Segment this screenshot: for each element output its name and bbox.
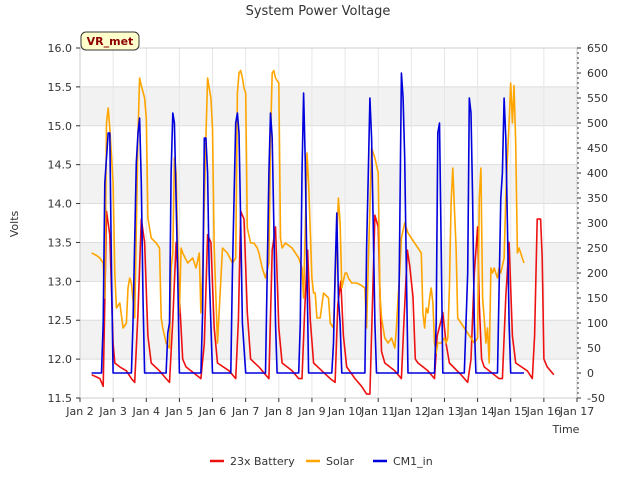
band-1 — [80, 242, 577, 282]
y-tick-label: 12.5 — [48, 314, 73, 327]
y2-tick-label: 200 — [587, 267, 608, 280]
x-tick-label: Jan 5 — [165, 405, 193, 418]
y-tick-label: 12.0 — [48, 353, 73, 366]
legend-label: CM1_in — [393, 455, 433, 468]
x-tick-label: Jan 15 — [493, 405, 528, 418]
x-tick-label: Jan 6 — [198, 405, 226, 418]
x-tick-label: Jan 4 — [132, 405, 160, 418]
y2-tick-label: 450 — [587, 142, 608, 155]
y2-tick-label: 300 — [587, 217, 608, 230]
y-tick-label: 13.5 — [48, 236, 73, 249]
chart-title: System Power Voltage — [246, 4, 391, 19]
y2-tick-label: 150 — [587, 292, 608, 305]
band-0 — [80, 320, 577, 360]
x-axis: Jan 2 Jan 3 Jan 4 Jan 5 Jan 6 Jan 7 Jan 8 Jan 9… — [65, 398, 594, 418]
y-axis-right: -50 0 50 100 150 200 250 300 350 400 450 500 550 600 6… — [577, 42, 608, 405]
series-line-23x-battery — [91, 210, 555, 395]
x-tick-label: Jan 16 — [526, 405, 561, 418]
background-bands — [80, 86, 577, 360]
y-tick-label: 11.5 — [48, 392, 73, 405]
band-3 — [80, 86, 577, 126]
site-badge-label: VR_met — [87, 35, 134, 48]
x-tick-label: Jan 9 — [297, 405, 325, 418]
x-tick-label: Jan 7 — [231, 405, 259, 418]
y-tick-label: 16.0 — [48, 42, 73, 55]
x-tick-label: Jan 14 — [459, 405, 494, 418]
y-tick-label: 14.0 — [48, 198, 73, 211]
legend-label: 23x Battery — [230, 455, 295, 468]
y2-tick-label: 550 — [587, 92, 608, 105]
y-tick-label: 14.5 — [48, 159, 73, 172]
y-axis-left: 11.5 12.0 12.5 13.0 13.5 14.0 14.5 15.0 15.5 16.0 — [48, 42, 80, 405]
y2-tick-label: -50 — [587, 392, 605, 405]
y-axis-title: Volts — [8, 210, 21, 237]
y2-tick-label: 0 — [587, 367, 594, 380]
y2-tick-label: 100 — [587, 317, 608, 330]
x-tick-label: Jan 11 — [360, 405, 395, 418]
x-tick-label: Jan 12 — [393, 405, 428, 418]
y-tick-label: 15.0 — [48, 120, 73, 133]
y2-tick-label: 350 — [587, 192, 608, 205]
y2-tick-label: 600 — [587, 67, 608, 80]
x-tick-label: Jan 3 — [98, 405, 126, 418]
y-tick-label: 13.0 — [48, 275, 73, 288]
x-tick-label: Jan 2 — [65, 405, 93, 418]
legend: 23x Battery Solar CM1_in — [210, 455, 433, 468]
band-2 — [80, 164, 577, 204]
x-tick-label: Jan 10 — [327, 405, 362, 418]
y2-tick-label: 400 — [587, 167, 608, 180]
y2-tick-label: 50 — [587, 342, 601, 355]
y2-tick-label: 500 — [587, 117, 608, 130]
y2-tick-label: 250 — [587, 242, 608, 255]
x-tick-label: Jan 17 — [559, 405, 594, 418]
legend-label: Solar — [326, 455, 355, 468]
y2-tick-label: 650 — [587, 42, 608, 55]
site-badge: VR_met — [80, 31, 140, 51]
y-tick-label: 15.5 — [48, 81, 73, 94]
x-tick-label: Jan 8 — [264, 405, 292, 418]
x-tick-label: Jan 13 — [426, 405, 461, 418]
x-axis-title: Time — [552, 423, 580, 436]
series-line-cm1-in — [91, 72, 524, 374]
series-layer — [91, 69, 555, 395]
